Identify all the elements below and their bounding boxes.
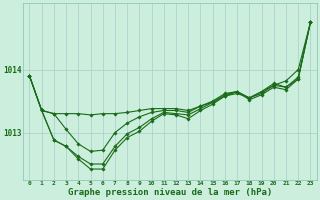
X-axis label: Graphe pression niveau de la mer (hPa): Graphe pression niveau de la mer (hPa) xyxy=(68,188,272,197)
